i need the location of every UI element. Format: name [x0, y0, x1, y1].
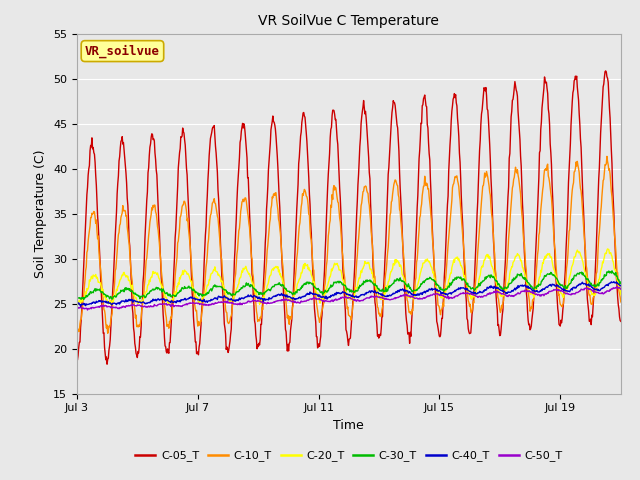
- Y-axis label: Soil Temperature (C): Soil Temperature (C): [35, 149, 47, 278]
- Text: VR_soilvue: VR_soilvue: [85, 44, 160, 58]
- X-axis label: Time: Time: [333, 419, 364, 432]
- Title: VR SoilVue C Temperature: VR SoilVue C Temperature: [259, 14, 439, 28]
- Legend: C-05_T, C-10_T, C-20_T, C-30_T, C-40_T, C-50_T: C-05_T, C-10_T, C-20_T, C-30_T, C-40_T, …: [131, 446, 566, 466]
